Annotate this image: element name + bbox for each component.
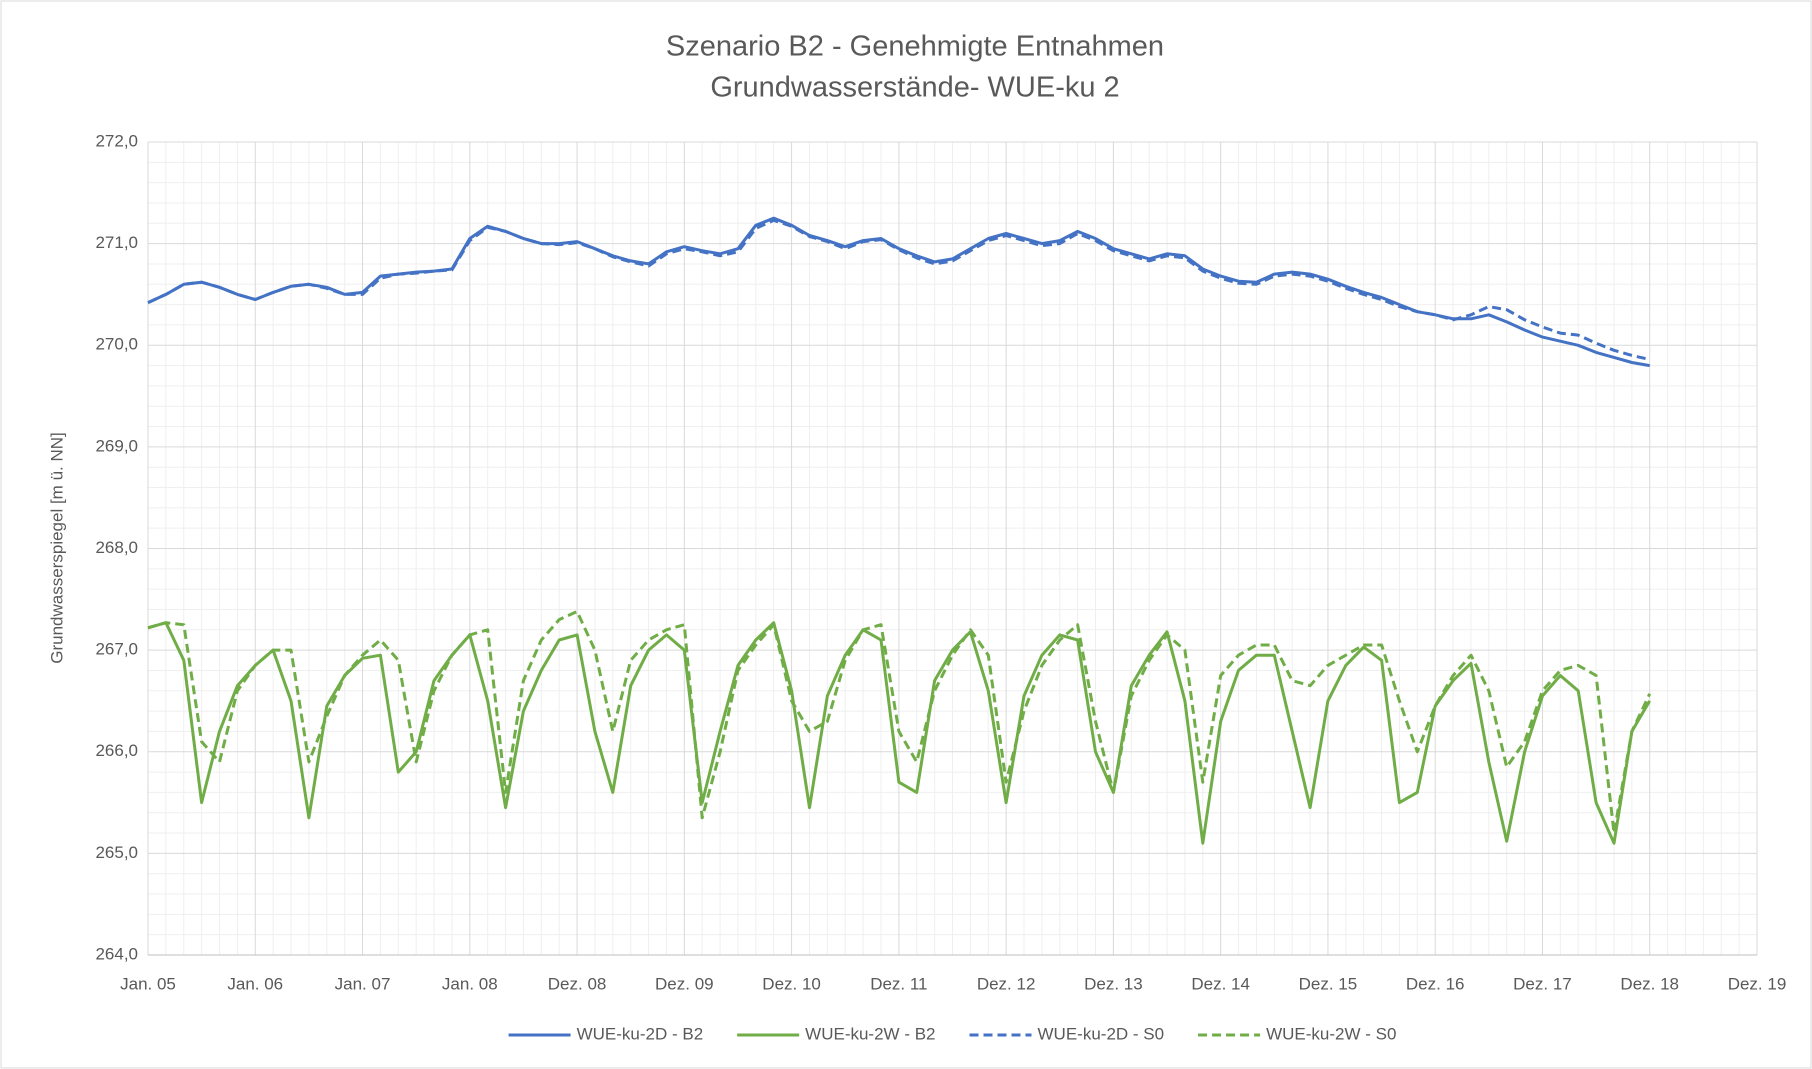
x-tick-label: Dez. 12 — [977, 974, 1036, 993]
y-tick-label: 270,0 — [95, 335, 138, 354]
legend-label: WUE-ku-2W - S0 — [1266, 1024, 1396, 1043]
series-line — [147, 218, 1651, 361]
y-tick-label: 266,0 — [95, 741, 138, 760]
chart-title: Szenario B2 - Genehmigte Entnahmen — [666, 31, 1164, 63]
series-line — [147, 621, 1651, 845]
y-tick-label: 269,0 — [95, 436, 138, 455]
x-tick-label: Dez. 13 — [1084, 974, 1143, 993]
x-tick-label: Dez. 10 — [762, 974, 821, 993]
x-tick-label: Dez. 18 — [1620, 974, 1679, 993]
x-tick-label: Dez. 17 — [1513, 974, 1572, 993]
series-line — [147, 610, 1652, 835]
x-tick-label: Jan. 07 — [335, 974, 391, 993]
y-tick-label: 265,0 — [95, 843, 138, 862]
x-tick-label: Dez. 15 — [1299, 974, 1358, 993]
legend-label: WUE-ku-2D - S0 — [1038, 1024, 1165, 1043]
x-tick-label: Dez. 11 — [870, 974, 927, 993]
x-tick-label: Dez. 19 — [1728, 974, 1787, 993]
x-tick-label: Dez. 16 — [1406, 974, 1465, 993]
y-tick-label: 264,0 — [95, 944, 138, 963]
y-tick-label: 268,0 — [95, 538, 138, 557]
x-tick-label: Jan. 08 — [442, 974, 498, 993]
grid — [147, 141, 1758, 956]
x-tick-label: Jan. 06 — [227, 974, 283, 993]
legend-label: WUE-ku-2D - B2 — [577, 1024, 704, 1043]
chart-subtitle: Grundwasserstände- WUE-ku 2 — [710, 72, 1119, 104]
legend: WUE-ku-2D - B2 WUE-ku-2W - B2 WUE-ku-2D - … — [508, 1024, 1396, 1043]
x-tick-label: Dez. 08 — [548, 974, 607, 993]
y-tick-label: 271,0 — [95, 233, 138, 252]
x-tick-label: Jan. 05 — [120, 974, 176, 993]
x-tick-label: Dez. 09 — [655, 974, 714, 993]
y-tick-label: 272,0 — [95, 131, 138, 150]
y-tick-label: 267,0 — [95, 640, 138, 659]
y-axis-label: Grundwasserspiegel [m ü. NN] — [47, 432, 66, 663]
legend-label: WUE-ku-2W - B2 — [805, 1024, 935, 1043]
x-tick-label: Dez. 14 — [1191, 974, 1250, 993]
